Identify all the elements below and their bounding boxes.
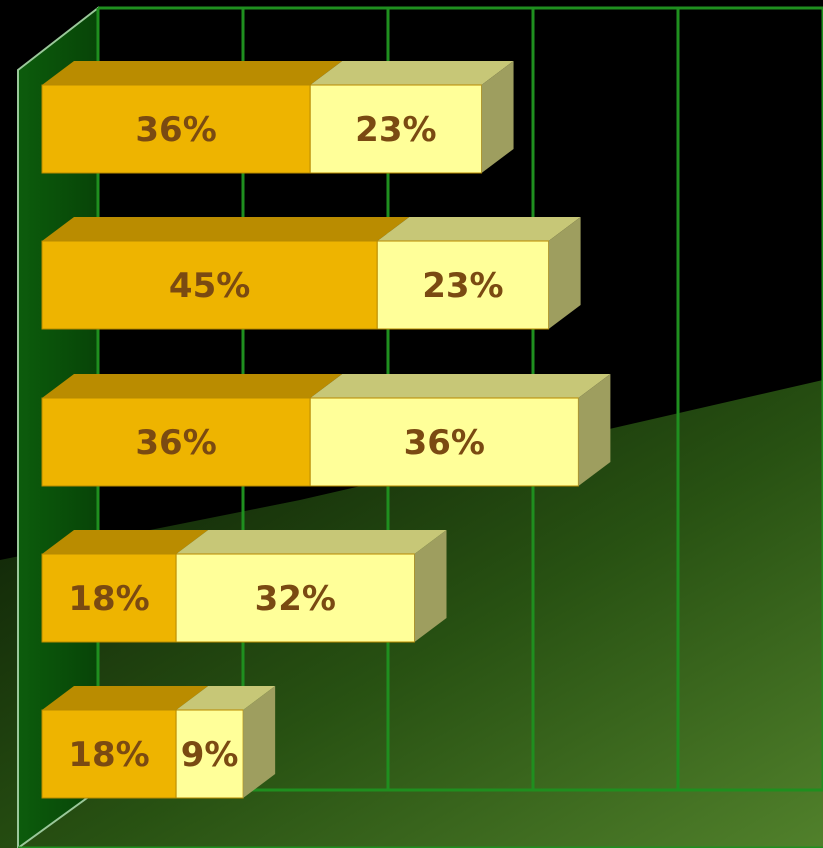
bar-1-series-1-top	[377, 217, 581, 241]
bar-2-series-1-top	[310, 374, 611, 398]
bars-group: 36% 23% 45% 23% 36% 36% 18% 32% 18% 9%	[41, 61, 611, 799]
bar-3-series-0	[41, 553, 177, 643]
bar-3-series-1-top	[176, 530, 447, 554]
data-label-0-1: 23%	[355, 110, 436, 150]
data-label-3-0: 18%	[68, 579, 149, 619]
bar-1-side	[548, 217, 581, 329]
bar-2-side	[578, 374, 611, 486]
bar-0-side	[481, 61, 514, 173]
bar-3-series-0-top	[42, 530, 209, 554]
bar-0-series-1-top	[310, 61, 514, 85]
bar-1-series-1	[376, 240, 550, 330]
bar-3-side	[414, 530, 447, 642]
data-label-4-1: 9%	[181, 735, 239, 775]
data-label-3-1: 32%	[255, 579, 336, 619]
data-label-0-0: 36%	[135, 110, 216, 150]
data-label-2-1: 36%	[404, 423, 485, 463]
data-label-2-0: 36%	[135, 423, 216, 463]
data-label-1-1: 23%	[422, 266, 503, 306]
bar-4-series-1	[175, 709, 244, 799]
bar-0-series-1	[309, 84, 483, 174]
bar-2-series-0	[41, 397, 311, 487]
data-label-4-0: 18%	[68, 735, 149, 775]
bar-4-series-0	[41, 709, 177, 799]
bar-2-series-1	[309, 397, 579, 487]
data-label-1-0: 45%	[169, 266, 250, 306]
bar-2-series-0-top	[42, 374, 343, 398]
bar-0-series-0-top	[42, 61, 343, 85]
bar-4-side	[243, 686, 276, 798]
bar-3-series-1	[175, 553, 415, 643]
bar-4-series-1-top	[176, 686, 276, 710]
bar-4-series-0-top	[42, 686, 209, 710]
bar-1-series-0-top	[42, 217, 410, 241]
bar-0-series-0	[41, 84, 311, 174]
